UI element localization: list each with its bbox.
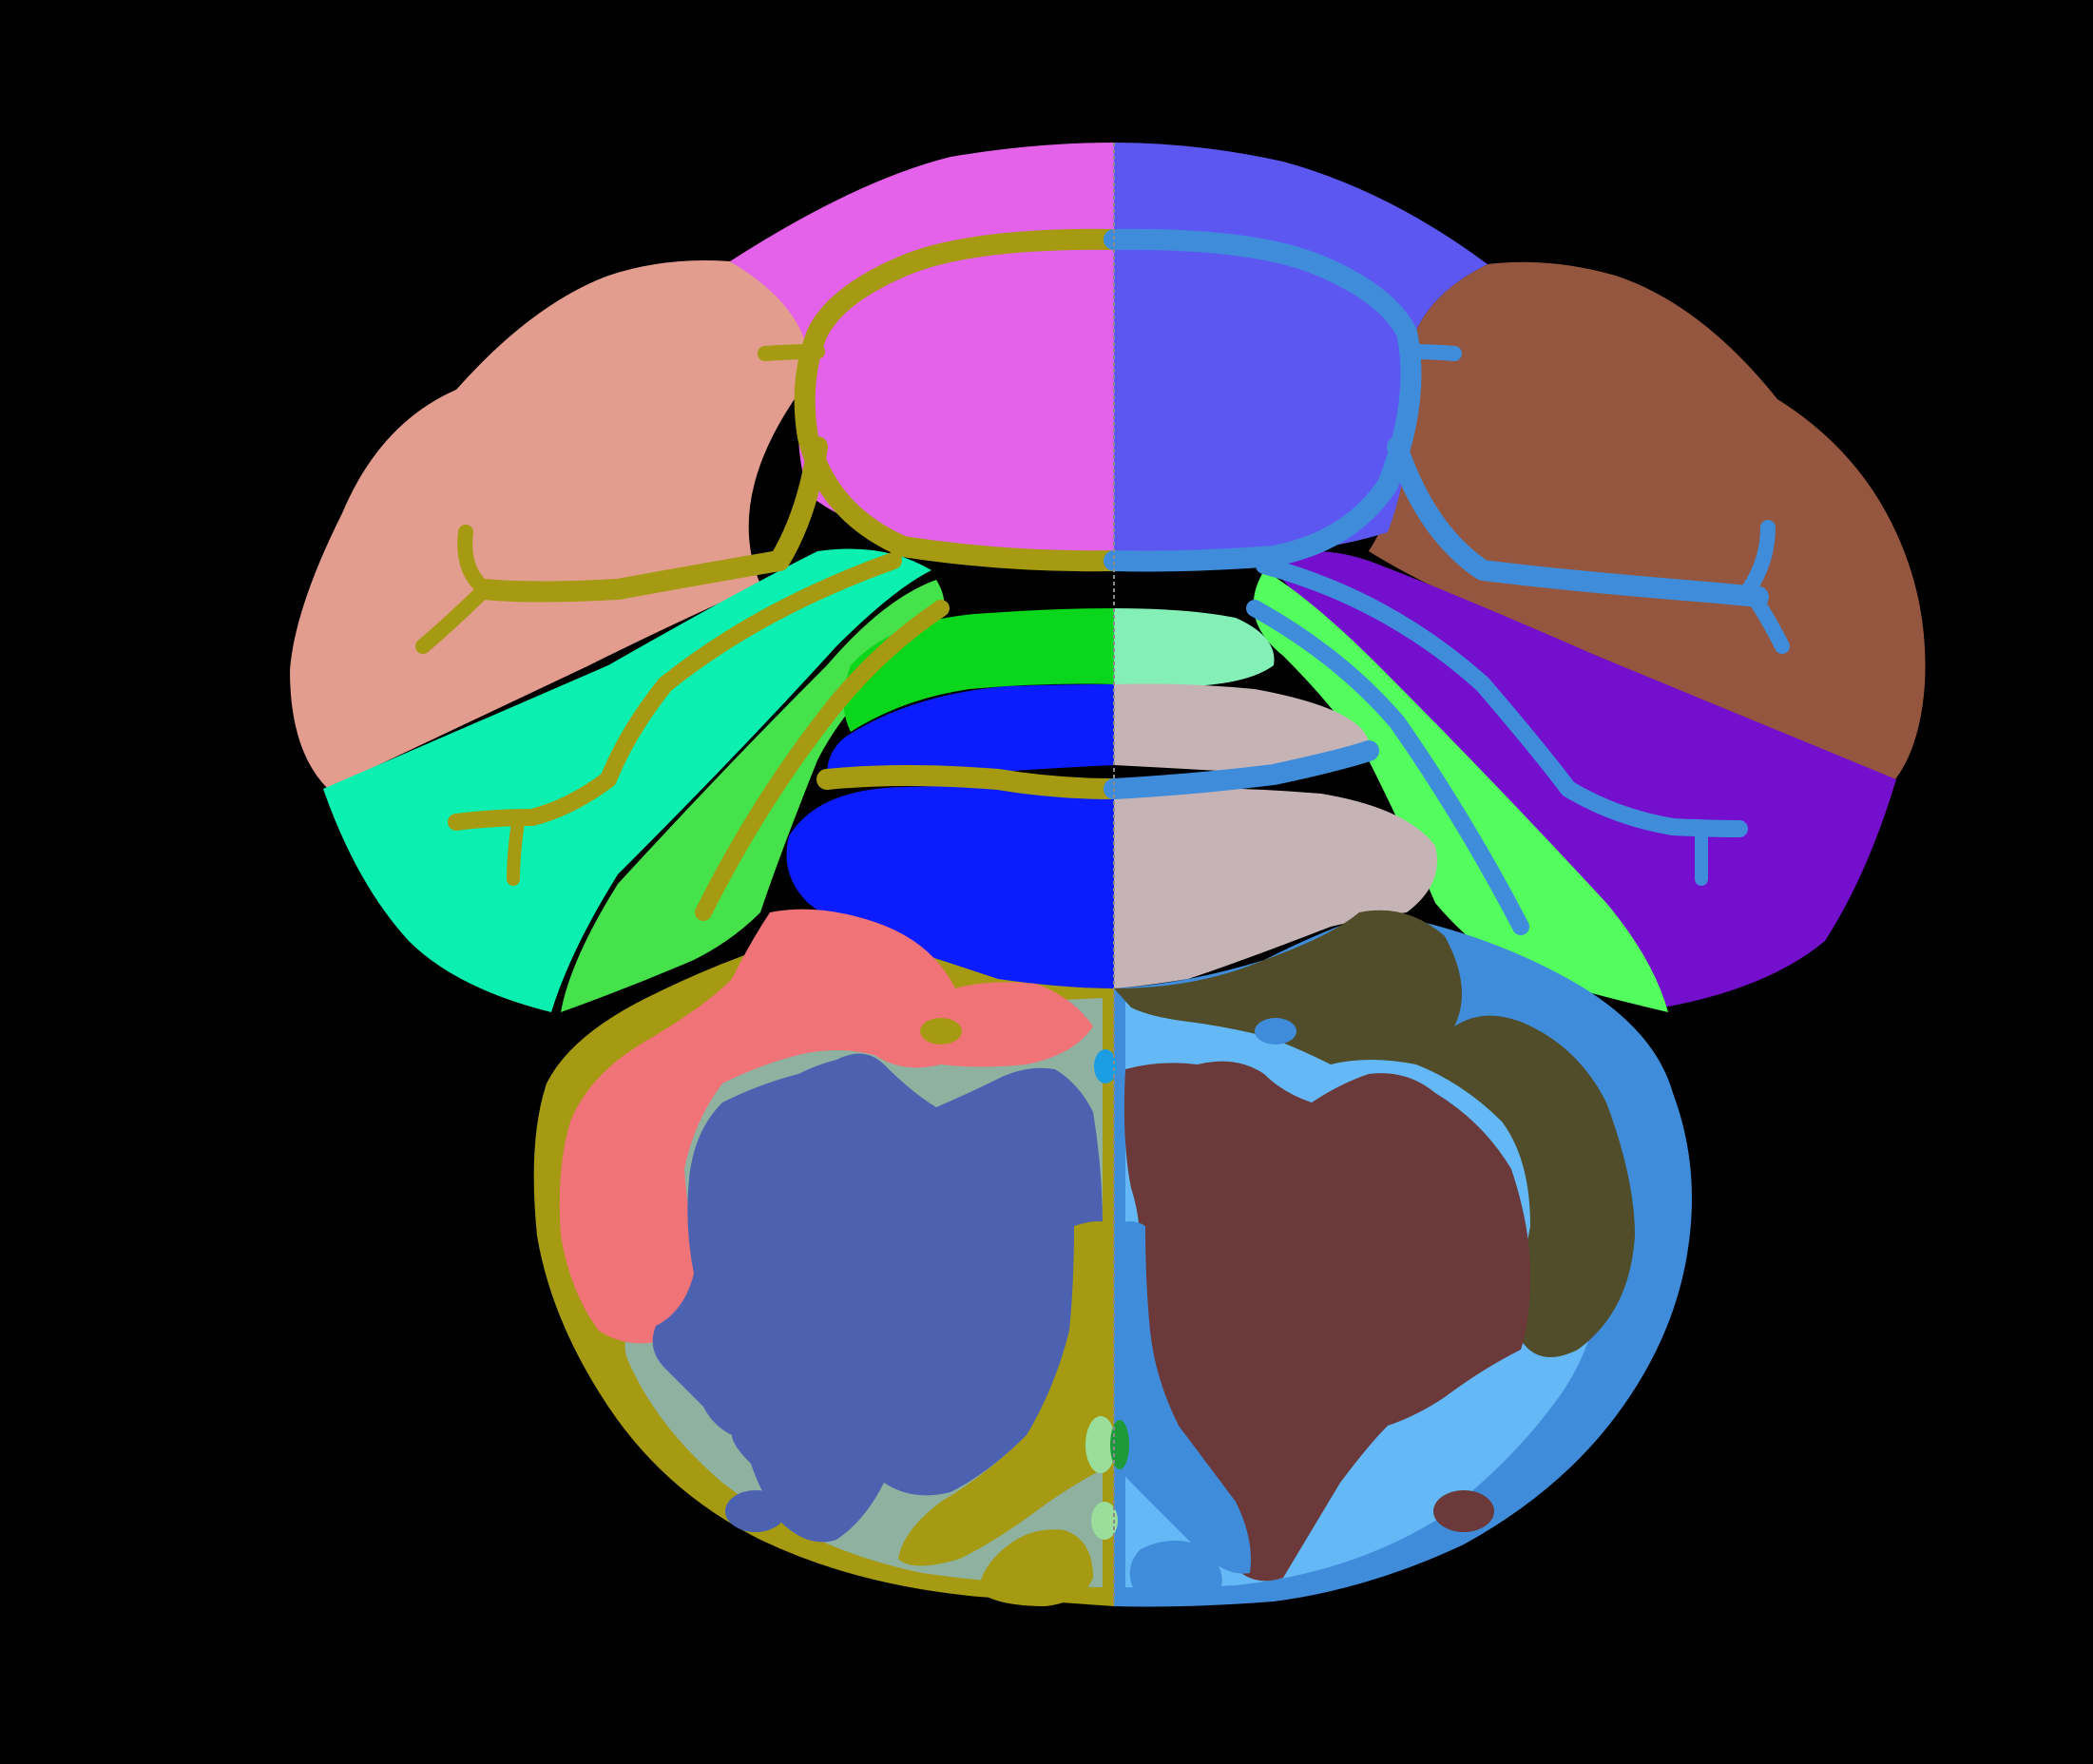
boundary-tracts-right	[1104, 228, 1790, 935]
region-ventral-core-left	[652, 1053, 1103, 1543]
nucleus-blue-right	[1255, 1018, 1296, 1045]
nucleus-olive-left	[920, 1018, 962, 1045]
nucleus-mint-left	[1085, 1416, 1116, 1473]
region-lateral-lower-left	[323, 548, 931, 1012]
tract-hook-right	[1741, 520, 1790, 654]
tract-central-left	[816, 765, 1124, 799]
tract-branch-mid-left	[474, 436, 828, 603]
region-hind-blue-blob-right	[1129, 1541, 1222, 1606]
tract-branch-upper-right	[1399, 344, 1462, 361]
region-lateral-lower-right	[1264, 551, 1896, 1007]
nucleus-mint-lower-left	[1091, 1502, 1118, 1540]
tract-hind-vertical-right	[1114, 1221, 1251, 1574]
boundary-tracts-left	[415, 228, 1124, 921]
tract-dorsal-arc-right	[1104, 228, 1422, 572]
region-ventral-outer-right	[1114, 910, 1635, 1357]
region-ventral-outer-left	[559, 909, 1093, 1344]
region-central-lower-right-2	[1114, 787, 1437, 988]
tract-hind-vertical-left	[898, 1221, 1114, 1566]
tract-dorsal-arc-left	[794, 228, 1124, 572]
region-central-lower-right	[1114, 683, 1369, 773]
region-ventral-core-right	[1123, 1061, 1530, 1582]
tract-branch-upper-left	[758, 344, 825, 361]
region-lateral-upper-left	[290, 260, 812, 789]
region-lateral-upper-right	[1369, 261, 1926, 784]
region-central-lower-left	[827, 684, 1114, 781]
tract-mid-hook-left	[507, 815, 525, 886]
tract-band-edge-right	[1246, 600, 1529, 935]
tract-branch-mid-right	[1387, 436, 1769, 607]
tract-mid-diag-right	[1256, 557, 1748, 837]
nucleus-center	[1094, 1049, 1117, 1083]
tract-mid-diag-left	[448, 552, 902, 831]
region-hind-olive-blob-left	[979, 1529, 1093, 1606]
region-central-upper-right	[1114, 608, 1275, 687]
region-hind-maroon-small-right	[1433, 1490, 1494, 1532]
tract-band-edge-left	[695, 600, 950, 921]
region-hind-small-left	[725, 1490, 786, 1532]
tract-hook-left	[415, 525, 492, 654]
tract-central-right	[1104, 740, 1379, 799]
